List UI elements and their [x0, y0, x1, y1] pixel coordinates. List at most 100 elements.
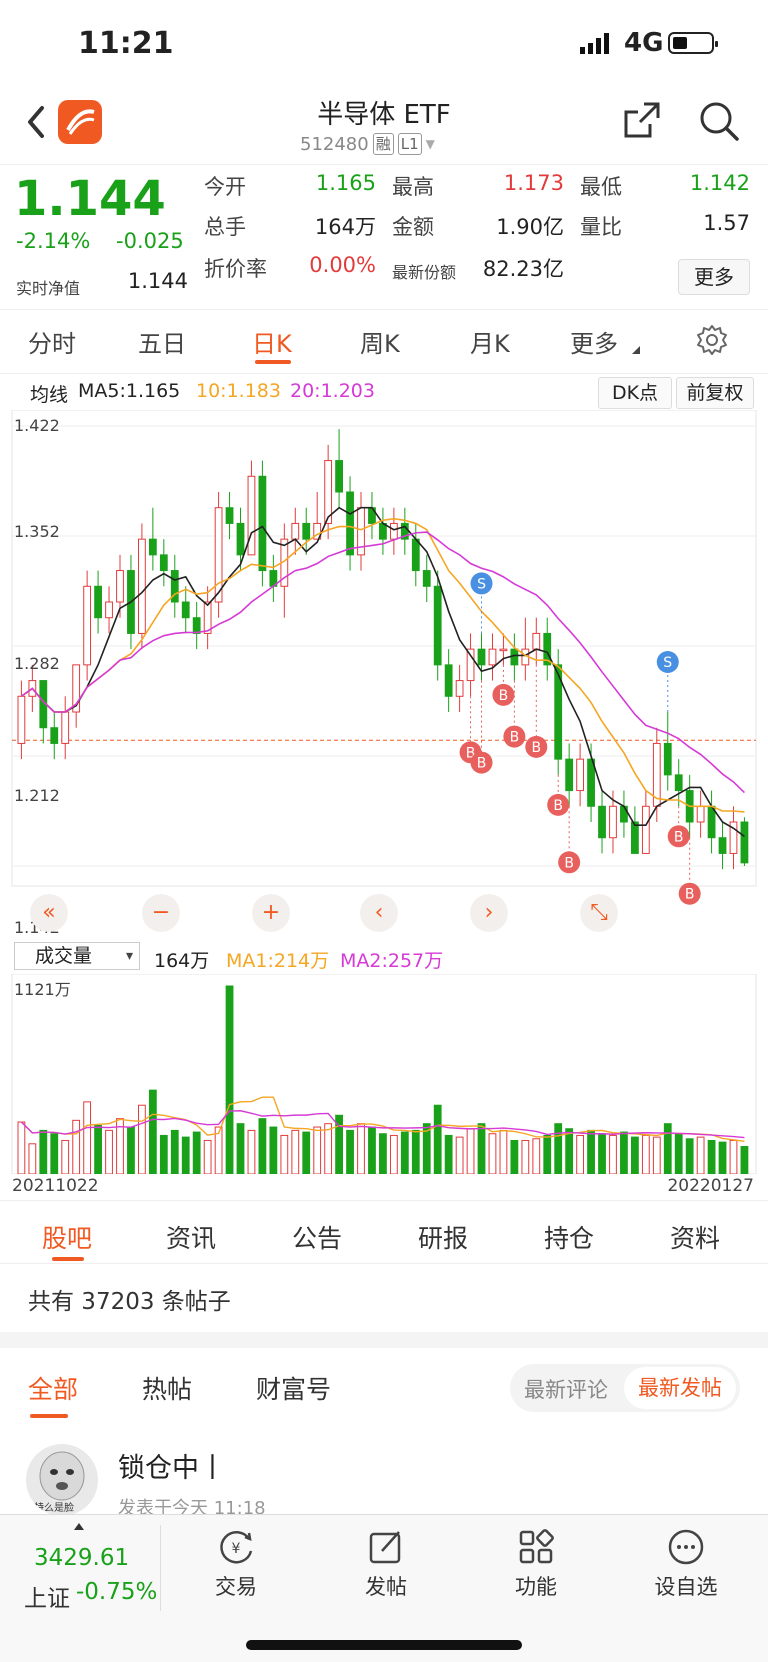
trade-label: 交易: [215, 1575, 257, 1599]
volume-bar: [39, 1129, 48, 1174]
candle-body: [718, 837, 727, 854]
indicator-select[interactable]: 成交量: [14, 942, 140, 970]
dk-point-button[interactable]: DK点: [598, 377, 672, 409]
add-watchlist-button[interactable]: 设自选: [636, 1527, 736, 1601]
volume-bar: [411, 1129, 420, 1174]
candle-body: [444, 664, 453, 697]
trade-button[interactable]: ¥ 交易: [186, 1527, 286, 1601]
volume-ma2: MA2:257万: [340, 950, 444, 972]
more-button[interactable]: 更多: [678, 259, 750, 295]
start-date: 20211022: [12, 1176, 99, 1196]
expand-icon[interactable]: [74, 1523, 84, 1530]
plot-area: [11, 410, 757, 887]
post-button[interactable]: 发帖: [336, 1527, 436, 1601]
volume-bar: [225, 985, 234, 1174]
candle-body: [598, 805, 606, 839]
tab-five-day[interactable]: 五日: [138, 330, 186, 358]
level-tag: L1: [397, 133, 422, 155]
volume-bar: [313, 1126, 322, 1174]
volume-bar: [148, 1089, 157, 1174]
signal-label: S: [477, 576, 486, 592]
buy-signal: [525, 735, 548, 758]
candle-body: [83, 585, 92, 666]
ma5-value: MA5:1.165: [78, 380, 181, 402]
forward-adjust-button[interactable]: 前复权: [676, 377, 754, 409]
zoom-in-button[interactable]: +: [252, 894, 290, 932]
signal-label: B: [499, 688, 509, 704]
list-item[interactable]: 特么是脸 锁仓中丨 发表于今天 11:18: [0, 1440, 768, 1519]
fund-logo-icon: [58, 100, 102, 144]
ma-label: 均线: [30, 384, 69, 406]
candle-body: [641, 805, 650, 854]
tab-all[interactable]: 全部: [28, 1375, 79, 1404]
candle-body: [379, 522, 387, 540]
fullscreen-button[interactable]: ⤡: [580, 894, 618, 932]
candle-body: [159, 554, 168, 572]
tab-weekly-k[interactable]: 周K: [360, 330, 400, 358]
candle-body: [236, 522, 245, 556]
tab-holdings[interactable]: 持仓: [544, 1224, 595, 1253]
back-icon[interactable]: [22, 102, 52, 142]
index-name: 上证: [24, 1586, 70, 1612]
code-line[interactable]: 512480 融 L1 ▼: [300, 133, 435, 155]
page-title: 半导体 ETF: [317, 100, 451, 130]
signal-label: B: [553, 798, 563, 814]
buy-signal: [503, 725, 526, 748]
signal-label: B: [531, 740, 541, 756]
quote-value: 1.57: [703, 211, 750, 235]
quote-label: 最新份额: [392, 263, 457, 282]
gear-icon[interactable]: [696, 324, 728, 356]
volume-bar: [707, 1139, 716, 1174]
index-change: -0.75%: [76, 1579, 158, 1605]
tab-profile[interactable]: 资料: [670, 1224, 721, 1253]
volume-bar: [696, 1136, 705, 1174]
scroll-start-button[interactable]: «: [30, 894, 68, 932]
post-count: 共有 37203 条帖子: [28, 1289, 231, 1315]
volume-bar: [214, 1126, 223, 1174]
tab-announcements[interactable]: 公告: [292, 1224, 343, 1253]
candle-body: [203, 601, 212, 634]
volume-bar: [138, 1104, 146, 1174]
scroll-left-button[interactable]: ‹: [360, 894, 398, 932]
buy-signal: [678, 882, 701, 905]
signal-label: B: [466, 745, 476, 761]
candle-body: [61, 711, 70, 744]
volume-current: 164万: [154, 950, 210, 972]
ma10-line: [20, 517, 745, 813]
buy-signal: [558, 851, 581, 874]
tab-daily-k[interactable]: 日K: [252, 330, 292, 358]
scroll-right-button[interactable]: ›: [470, 894, 508, 932]
quote-value: 1.90亿: [496, 215, 564, 239]
signal-label: B: [510, 730, 520, 746]
post-meta: 发表于今天 11:18: [118, 1498, 266, 1519]
tab-news[interactable]: 资讯: [166, 1224, 217, 1253]
volume-max-label: 1121万: [14, 980, 71, 999]
post-title[interactable]: 锁仓中丨: [118, 1453, 226, 1484]
volume-bar: [258, 1118, 267, 1174]
tab-monthly-k[interactable]: 月K: [470, 330, 510, 358]
tab-forum[interactable]: 股吧: [42, 1224, 93, 1253]
tab-hot[interactable]: 热帖: [142, 1375, 193, 1404]
candle-body: [247, 475, 256, 556]
avatar[interactable]: 特么是脸: [26, 1444, 98, 1516]
sell-signal: [470, 572, 493, 595]
volume-chart[interactable]: [0, 974, 768, 1174]
candle-body: [587, 758, 595, 807]
volume-ma1: MA1:214万: [226, 950, 330, 972]
functions-button[interactable]: 功能: [486, 1527, 586, 1601]
share-icon[interactable]: [622, 100, 662, 140]
search-icon[interactable]: [698, 100, 740, 142]
sort-latest-post[interactable]: 最新发帖: [624, 1367, 736, 1409]
tab-more[interactable]: 更多: [570, 330, 618, 358]
tab-research[interactable]: 研报: [418, 1224, 469, 1253]
tab-intraday[interactable]: 分时: [28, 330, 76, 358]
buy-signal: [667, 825, 690, 848]
index-value[interactable]: 3429.61: [34, 1545, 130, 1571]
candle-body: [138, 538, 146, 634]
candle-body: [170, 570, 179, 603]
buy-signal: [547, 793, 570, 816]
tab-wealth[interactable]: 财富号: [256, 1375, 332, 1404]
zoom-out-button[interactable]: −: [142, 894, 180, 932]
sort-latest-comment[interactable]: 最新评论: [524, 1378, 608, 1402]
